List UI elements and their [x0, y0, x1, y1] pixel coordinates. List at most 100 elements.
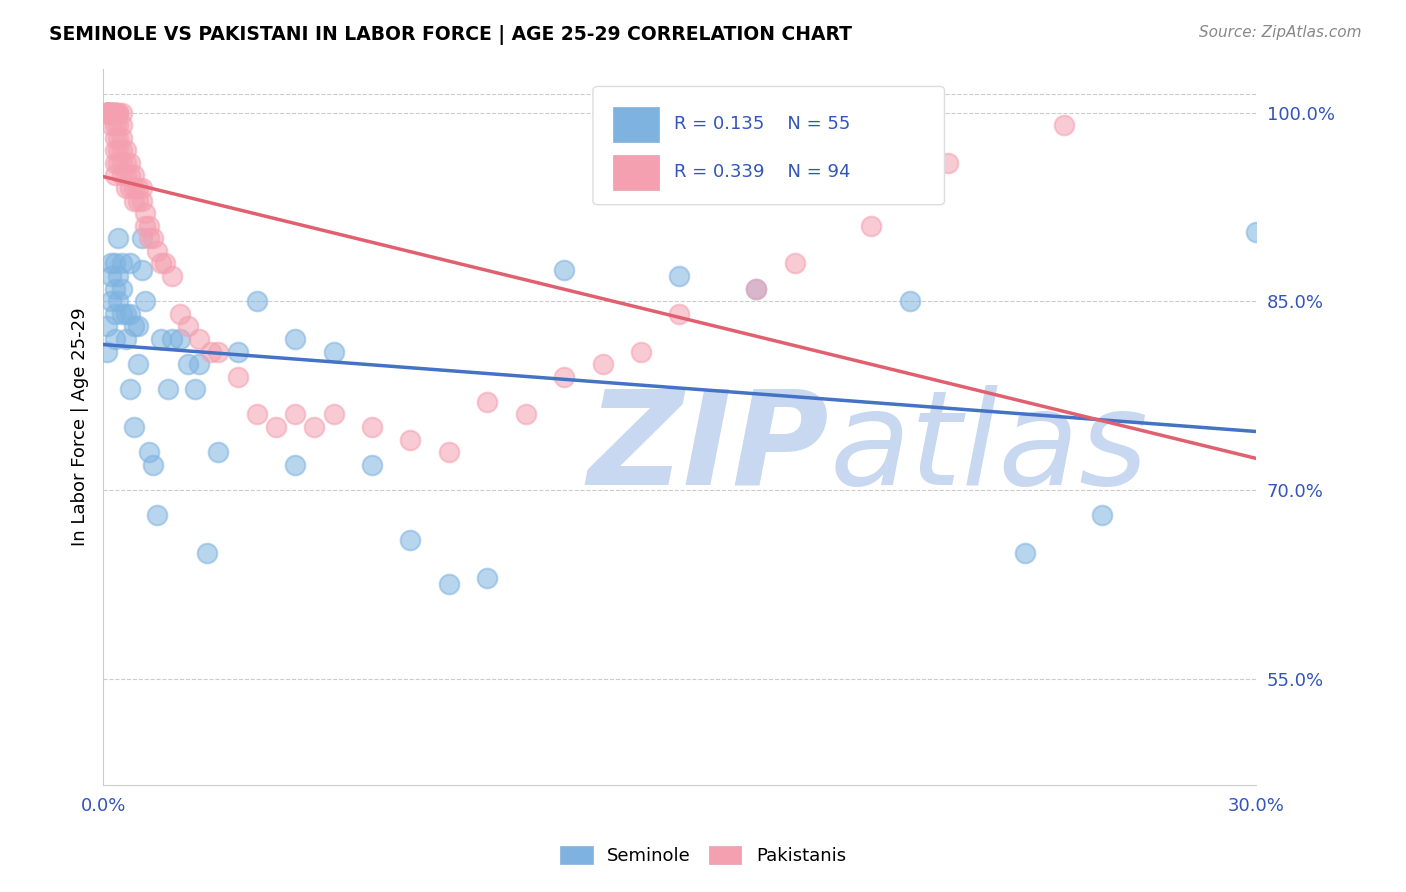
- Seminole: [226, 344, 249, 359]
- Pakistanis: [127, 181, 149, 195]
- Pakistanis: [96, 105, 118, 120]
- Pakistanis: [146, 244, 169, 258]
- Pakistanis: [122, 169, 145, 183]
- Seminole: [437, 577, 460, 591]
- Seminole: [100, 256, 122, 270]
- Pakistanis: [100, 105, 122, 120]
- Seminole: [138, 445, 160, 459]
- Seminole: [195, 546, 218, 560]
- Seminole: [184, 382, 207, 396]
- Pakistanis: [553, 369, 575, 384]
- Seminole: [131, 262, 153, 277]
- Pakistanis: [138, 219, 160, 233]
- Seminole: [176, 357, 198, 371]
- Pakistanis: [107, 105, 129, 120]
- Seminole: [104, 307, 127, 321]
- Seminole: [111, 256, 134, 270]
- Pakistanis: [304, 420, 326, 434]
- Pakistanis: [115, 156, 138, 170]
- Seminole: [107, 268, 129, 283]
- Seminole: [115, 332, 138, 346]
- Seminole: [111, 307, 134, 321]
- Pakistanis: [176, 319, 198, 334]
- Pakistanis: [111, 169, 134, 183]
- Pakistanis: [96, 105, 118, 120]
- Pakistanis: [107, 118, 129, 132]
- Pakistanis: [115, 143, 138, 157]
- Seminole: [104, 256, 127, 270]
- FancyBboxPatch shape: [613, 155, 658, 190]
- Pakistanis: [104, 130, 127, 145]
- Pakistanis: [118, 181, 141, 195]
- Pakistanis: [162, 268, 184, 283]
- Pakistanis: [100, 105, 122, 120]
- Seminole: [96, 319, 118, 334]
- Pakistanis: [96, 105, 118, 120]
- Seminole: [104, 332, 127, 346]
- Legend: Seminole, Pakistanis: Seminole, Pakistanis: [553, 838, 853, 872]
- Pakistanis: [100, 105, 122, 120]
- Seminole: [127, 319, 149, 334]
- Pakistanis: [96, 105, 118, 120]
- Seminole: [118, 307, 141, 321]
- Seminole: [169, 332, 191, 346]
- Seminole: [322, 344, 344, 359]
- Pakistanis: [131, 181, 153, 195]
- Pakistanis: [115, 169, 138, 183]
- FancyBboxPatch shape: [613, 107, 658, 142]
- Seminole: [100, 268, 122, 283]
- Seminole: [668, 268, 690, 283]
- Pakistanis: [111, 143, 134, 157]
- Pakistanis: [96, 105, 118, 120]
- Text: SEMINOLE VS PAKISTANI IN LABOR FORCE | AGE 25-29 CORRELATION CHART: SEMINOLE VS PAKISTANI IN LABOR FORCE | A…: [49, 25, 852, 45]
- Pakistanis: [188, 332, 211, 346]
- Pakistanis: [96, 105, 118, 120]
- Pakistanis: [100, 105, 122, 120]
- Pakistanis: [96, 105, 118, 120]
- Seminole: [134, 294, 156, 309]
- Pakistanis: [104, 105, 127, 120]
- Seminole: [122, 420, 145, 434]
- Seminole: [146, 508, 169, 522]
- Pakistanis: [96, 105, 118, 120]
- Pakistanis: [107, 130, 129, 145]
- Pakistanis: [111, 130, 134, 145]
- Pakistanis: [111, 156, 134, 170]
- Pakistanis: [115, 181, 138, 195]
- Seminole: [127, 357, 149, 371]
- Pakistanis: [100, 105, 122, 120]
- Seminole: [1014, 546, 1036, 560]
- Seminole: [553, 262, 575, 277]
- Pakistanis: [100, 118, 122, 132]
- Seminole: [188, 357, 211, 371]
- Text: atlas: atlas: [830, 385, 1149, 512]
- Pakistanis: [104, 156, 127, 170]
- Pakistanis: [860, 219, 883, 233]
- Pakistanis: [361, 420, 384, 434]
- Pakistanis: [127, 194, 149, 208]
- Text: R = 0.135    N = 55: R = 0.135 N = 55: [673, 115, 851, 134]
- Pakistanis: [96, 105, 118, 120]
- Pakistanis: [153, 256, 176, 270]
- Pakistanis: [322, 408, 344, 422]
- Seminole: [284, 332, 307, 346]
- Pakistanis: [104, 143, 127, 157]
- Pakistanis: [107, 156, 129, 170]
- Pakistanis: [96, 105, 118, 120]
- Pakistanis: [515, 408, 537, 422]
- Pakistanis: [284, 408, 307, 422]
- Pakistanis: [100, 105, 122, 120]
- Seminole: [1244, 225, 1267, 239]
- Pakistanis: [118, 156, 141, 170]
- Pakistanis: [104, 105, 127, 120]
- Pakistanis: [264, 420, 287, 434]
- Pakistanis: [437, 445, 460, 459]
- Pakistanis: [104, 118, 127, 132]
- Pakistanis: [134, 219, 156, 233]
- Pakistanis: [96, 105, 118, 120]
- Pakistanis: [111, 118, 134, 132]
- Pakistanis: [122, 181, 145, 195]
- Pakistanis: [100, 105, 122, 120]
- Seminole: [118, 256, 141, 270]
- Pakistanis: [783, 256, 806, 270]
